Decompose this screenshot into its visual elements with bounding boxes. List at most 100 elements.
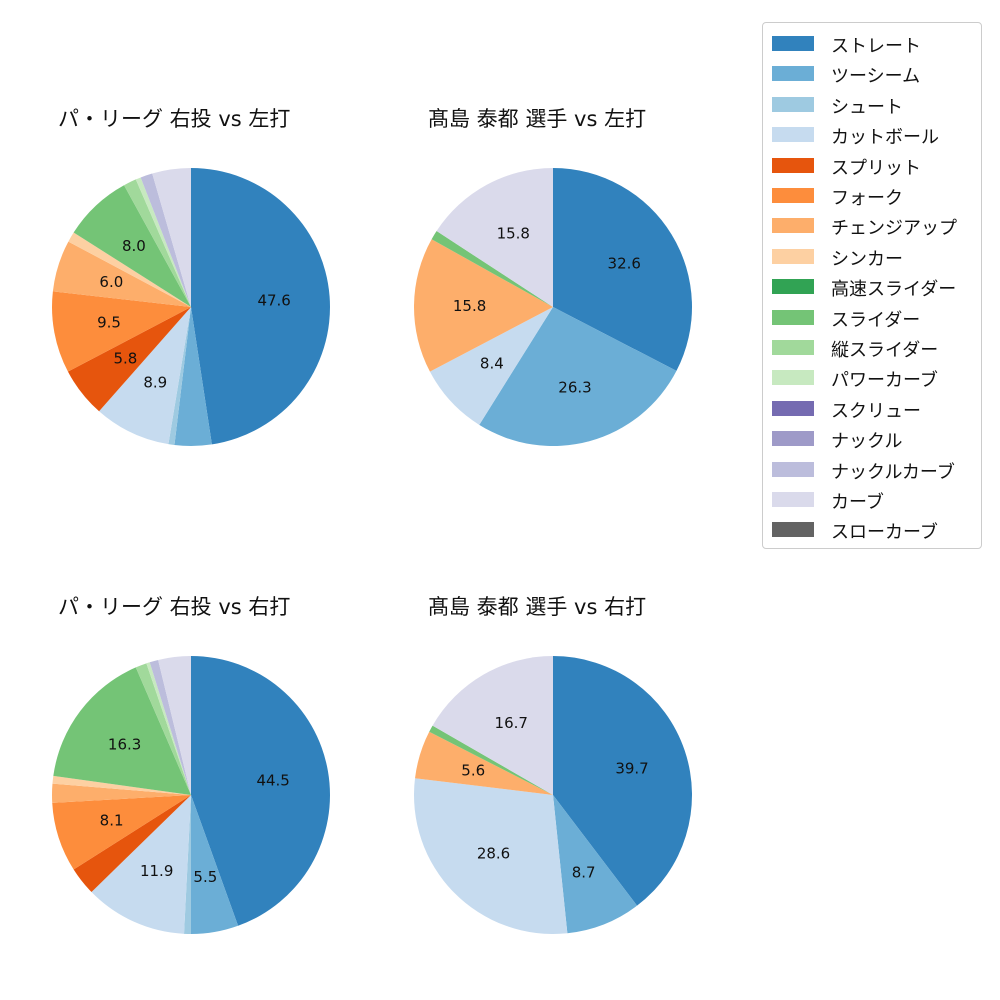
slice-value-label: 8.4	[480, 355, 504, 373]
pie-slice	[413, 778, 568, 934]
legend-item: ナックル	[763, 424, 981, 454]
slice-value-label: 11.9	[140, 862, 173, 880]
chart-title-player-vs-right: 髙島 泰都 選手 vs 右打	[428, 595, 647, 619]
legend-item: ナックルカーブ	[763, 455, 981, 485]
legend-label: スプリット	[831, 157, 921, 179]
pie-slice	[152, 168, 191, 307]
pie-slice	[414, 239, 553, 372]
legend-item: スライダー	[763, 303, 981, 333]
legend-label: カーブ	[831, 492, 884, 513]
pie-slice	[479, 307, 677, 446]
pie-slice	[67, 307, 191, 412]
pie-slice	[553, 656, 692, 906]
pie-slice	[168, 307, 191, 446]
pie-slice	[191, 168, 331, 445]
legend-label: ツーシーム	[831, 66, 921, 88]
pie-slice	[146, 662, 191, 795]
pie-slice	[73, 795, 191, 893]
slice-value-label: 15.8	[453, 297, 486, 315]
legend-swatch	[772, 127, 814, 143]
pie-slice	[553, 168, 692, 371]
legend-label: ナックル	[831, 431, 903, 453]
legend-swatch	[772, 279, 814, 295]
legend-swatch	[772, 340, 814, 355]
slice-value-label: 26.3	[558, 378, 591, 396]
legend-item: 縦スライダー	[763, 333, 981, 363]
legend-swatch	[772, 522, 814, 538]
pie-slice	[158, 656, 191, 795]
legend-label: ストレート	[831, 36, 921, 57]
pie-slice	[124, 179, 191, 307]
legend-swatch	[772, 96, 814, 112]
legend-item: ツーシーム	[763, 59, 981, 89]
chart-title-player-vs-left: 髙島 泰都 選手 vs 左打	[428, 107, 647, 131]
legend-swatch	[772, 309, 814, 325]
legend-swatch	[772, 248, 814, 264]
pie-slice	[53, 667, 191, 795]
slice-value-label: 47.6	[257, 292, 290, 310]
pie-slice	[553, 795, 638, 934]
pie-slice	[52, 775, 191, 795]
slice-value-label: 15.8	[497, 225, 530, 243]
legend-label: スクリュー	[831, 400, 921, 422]
pie-slice	[135, 663, 191, 795]
legend-label: 縦スライダー	[831, 340, 939, 361]
slice-value-label: 6.0	[99, 273, 123, 291]
legend-label: スローカーブ	[831, 522, 938, 544]
legend-swatch	[772, 400, 814, 416]
legend-label: ナックルカーブ	[831, 461, 955, 483]
legend-item: シンカー	[763, 242, 981, 272]
legend-label: チェンジアップ	[831, 218, 957, 240]
pie-slice	[191, 795, 239, 934]
legend-swatch	[772, 492, 814, 507]
legend-item: スプリット	[763, 151, 981, 181]
legend-label: シュート	[831, 96, 903, 118]
slice-value-label: 8.0	[122, 237, 146, 255]
legend-item: パワーカーブ	[763, 363, 981, 393]
legend-label: カットボール	[831, 127, 939, 149]
pie-slice	[52, 795, 191, 870]
legend-item: チェンジアップ	[763, 211, 981, 241]
pie-slice	[52, 291, 192, 372]
slice-value-label: 16.7	[495, 714, 528, 732]
legend-label: 高速スライダー	[831, 279, 957, 301]
legend-swatch	[772, 66, 814, 82]
legend-item: カーブ	[763, 485, 981, 515]
legend-item: スローカーブ	[763, 515, 981, 545]
pie-slice	[431, 231, 553, 307]
legend-item: カットボール	[763, 120, 981, 150]
slice-value-label: 32.6	[608, 255, 641, 273]
legend-swatch	[772, 157, 814, 173]
legend-label: スライダー	[831, 309, 921, 331]
pie-slice	[140, 173, 191, 307]
legend-item: 高速スライダー	[763, 272, 981, 302]
legend-swatch	[772, 370, 814, 386]
legend-swatch	[772, 431, 814, 447]
pie-slice	[68, 232, 191, 307]
pie-slice	[149, 659, 191, 795]
slice-value-label: 8.1	[100, 812, 124, 830]
legend-label: フォーク	[831, 188, 903, 209]
slice-value-label: 5.6	[461, 762, 485, 780]
pie-slice	[415, 731, 553, 795]
chart-title-league-vs-left: パ・リーグ 右投 vs 左打	[58, 107, 291, 131]
slice-value-label: 5.5	[193, 868, 217, 886]
legend-swatch	[772, 36, 814, 51]
pie-slice	[432, 656, 553, 795]
slice-value-label: 44.5	[256, 772, 289, 790]
pie-slice	[99, 307, 191, 445]
pie-slice	[52, 241, 191, 307]
legend-swatch	[772, 461, 814, 477]
slice-value-label: 8.7	[572, 864, 596, 882]
legend-label: シンカー	[831, 248, 903, 270]
pie-slice	[429, 725, 553, 795]
legend-item: スクリュー	[763, 394, 981, 424]
pie-slice	[436, 168, 553, 307]
pie-slice	[51, 783, 191, 803]
legend: ストレートツーシームシュートカットボール スプリットフォークチェンジアップ シンカー…	[762, 22, 982, 549]
slice-value-label: 9.5	[97, 313, 121, 331]
pie-slice	[135, 177, 191, 307]
